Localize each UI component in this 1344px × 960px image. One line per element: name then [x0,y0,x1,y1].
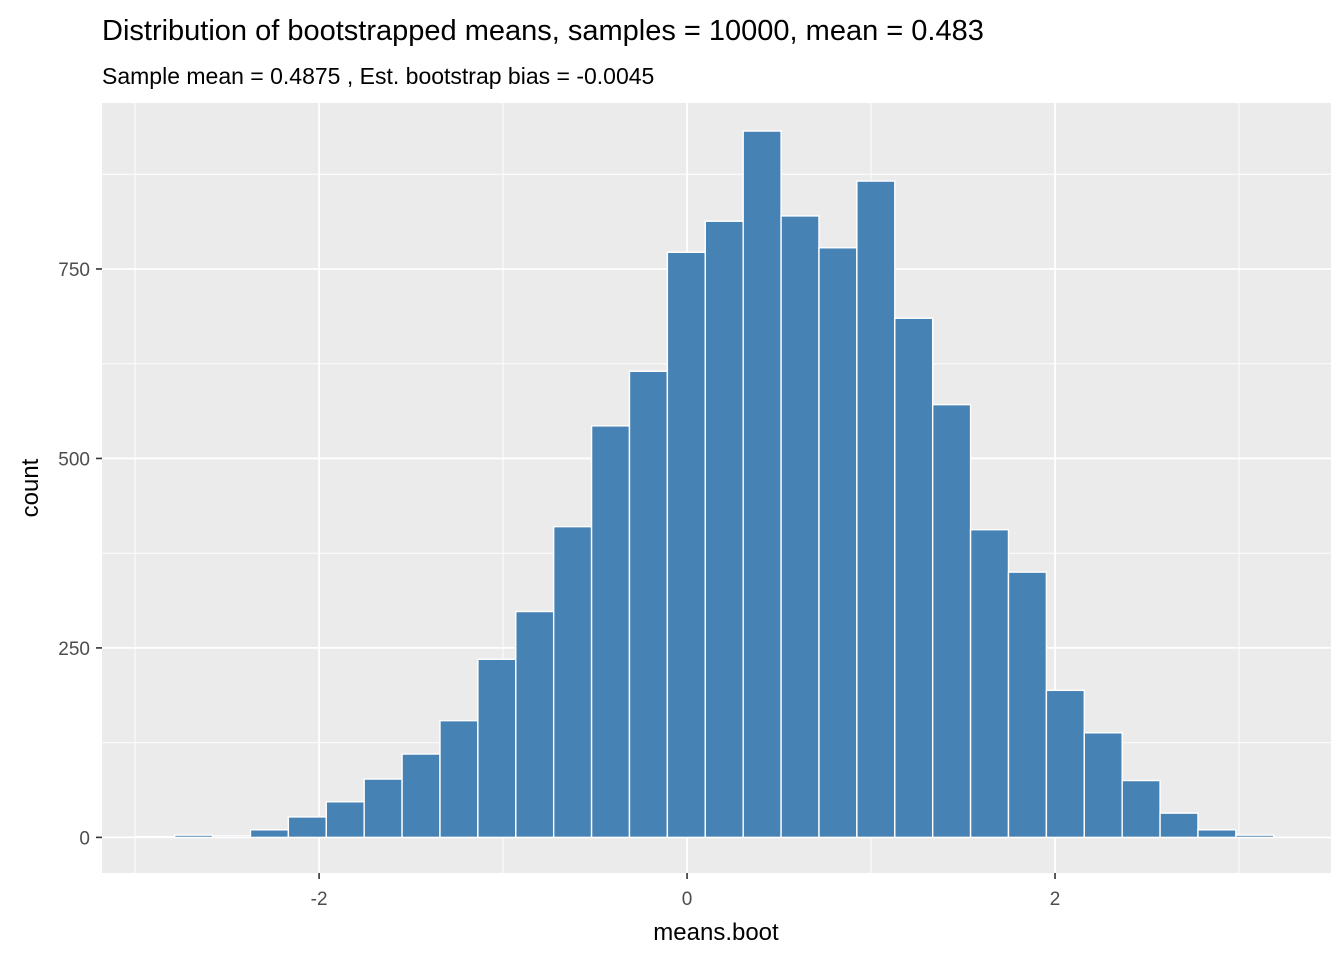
histogram-bar [780,215,820,839]
histogram-bar [211,835,252,839]
histogram-bar [439,719,479,839]
histogram-bar [1159,812,1199,839]
histogram-bar [931,403,972,839]
y-axis: 0 250 500 750 [58,260,102,849]
histogram-bar [1121,779,1161,839]
histogram-bar [363,778,403,839]
histogram-bar [1007,571,1048,839]
x-tick-label: -2 [311,889,328,910]
histogram-bar [969,528,1010,839]
histogram-bar [287,816,327,839]
histogram-bar [742,130,782,839]
histogram-bar [1045,689,1085,839]
histogram-bar [1083,732,1123,839]
x-tick-label: 2 [1050,889,1061,910]
y-tick-label: 500 [58,449,90,470]
histogram-bar [1197,829,1237,839]
histogram-bar [628,370,669,839]
histogram-bar [818,247,858,839]
histogram-bar [666,251,706,839]
histogram-bar [515,610,555,839]
histogram-bar [136,835,176,839]
y-tick-label: 250 [58,639,90,660]
histogram-bar [249,829,290,839]
histogram-bar [401,753,441,839]
x-axis-title: means.boot [653,919,779,946]
histogram-bar [704,220,744,839]
y-tick-label: 750 [58,260,90,281]
histogram-bars [136,130,1275,839]
y-tick-label: 0 [79,828,90,849]
histogram-bar [856,180,896,839]
x-tick-label: 0 [682,889,693,910]
histogram-bar [894,317,934,839]
histogram-bar [173,834,214,839]
chart-subtitle: Sample mean = 0.4875 , Est. bootstrap bi… [102,63,654,89]
chart-title: Distribution of bootstrapped means, samp… [102,15,984,47]
histogram-bar [1235,834,1275,839]
histogram-bar [552,525,593,839]
histogram-bar [325,801,365,839]
histogram-bar [590,425,631,839]
y-axis-title: count [17,458,44,517]
histogram-bar [477,658,517,839]
x-axis: -2 0 2 [311,873,1061,910]
